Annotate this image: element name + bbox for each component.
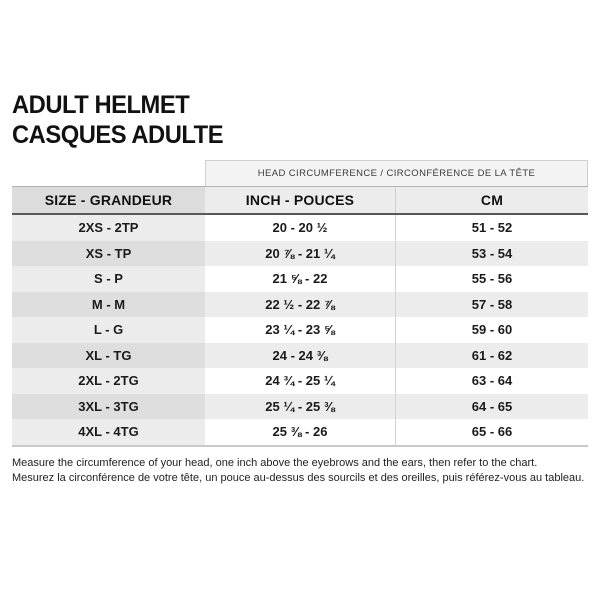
page-title-line2: CASQUES ADULTE <box>12 121 224 149</box>
measure-instructions: Measure the circumference of your head, … <box>12 456 588 485</box>
table-row: 2XL - 2TG 24 ¾ - 25 ¼ 63 - 64 <box>12 368 588 394</box>
inch-cell: 22 ½ - 22 ⅞ <box>205 291 396 317</box>
table-row: XS - TP 20 ⅞ - 21 ¼ 53 - 54 <box>12 240 588 266</box>
measure-instructions-en: Measure the circumference of your head, … <box>12 457 538 469</box>
cm-cell: 61 - 62 <box>396 342 588 368</box>
inch-cell: 23 ¼ - 23 ⅝ <box>205 317 396 343</box>
page-title-line1: ADULT HELMET <box>12 91 190 119</box>
table-row: M - M 22 ½ - 22 ⅞ 57 - 58 <box>12 291 588 317</box>
size-cell: XS - TP <box>12 240 205 266</box>
cm-cell: 64 - 65 <box>396 393 588 419</box>
size-cell: L - G <box>12 317 205 343</box>
inch-cell: 20 - 20 ½ <box>205 215 396 241</box>
table-row: L - G 23 ¼ - 23 ⅝ 59 - 60 <box>12 317 588 343</box>
inch-cell: 20 ⅞ - 21 ¼ <box>205 240 396 266</box>
size-cell: 3XL - 3TG <box>12 393 205 419</box>
table-header-row: SIZE - GRANDEUR INCH - POUCES CM <box>12 186 588 215</box>
cm-cell: 65 - 66 <box>396 419 588 445</box>
size-cell: 2XS - 2TP <box>12 215 205 241</box>
size-cell: 4XL - 4TG <box>12 419 205 445</box>
size-cell: 2XL - 2TG <box>12 368 205 394</box>
column-header-size: SIZE - GRANDEUR <box>12 187 205 213</box>
inch-cell: 25 ¼ - 25 ⅜ <box>205 393 396 419</box>
inch-cell: 21 ⅝ - 22 <box>205 266 396 292</box>
cm-cell: 55 - 56 <box>396 266 588 292</box>
inch-cell: 25 ⅜ - 26 <box>205 419 396 445</box>
table-row: XL - TG 24 - 24 ⅜ 61 - 62 <box>12 342 588 368</box>
cm-cell: 51 - 52 <box>396 215 588 241</box>
size-cell: M - M <box>12 291 205 317</box>
size-cell: S - P <box>12 266 205 292</box>
column-header-cm: CM <box>396 187 588 213</box>
cm-cell: 59 - 60 <box>396 317 588 343</box>
inch-cell: 24 - 24 ⅜ <box>205 342 396 368</box>
inch-cell: 24 ¾ - 25 ¼ <box>205 368 396 394</box>
table-row: 3XL - 3TG 25 ¼ - 25 ⅜ 64 - 65 <box>12 393 588 419</box>
head-circumference-label: HEAD CIRCUMFERENCE / CIRCONFÉRENCE DE LA… <box>257 168 536 179</box>
table-body: 2XS - 2TP 20 - 20 ½ 51 - 52 XS - TP 20 ⅞… <box>12 215 588 447</box>
size-cell: XL - TG <box>12 342 205 368</box>
cm-cell: 63 - 64 <box>396 368 588 394</box>
column-header-inch: INCH - POUCES <box>205 187 396 213</box>
cm-cell: 57 - 58 <box>396 291 588 317</box>
head-circumference-band: HEAD CIRCUMFERENCE / CIRCONFÉRENCE DE LA… <box>205 160 588 186</box>
page-title: ADULT HELMET CASQUES ADULTE <box>12 90 224 150</box>
cm-cell: 53 - 54 <box>396 240 588 266</box>
table-row: S - P 21 ⅝ - 22 55 - 56 <box>12 266 588 292</box>
table-row: 4XL - 4TG 25 ⅜ - 26 65 - 66 <box>12 419 588 445</box>
measure-instructions-fr: Mesurez la circonférence de votre tête, … <box>12 471 585 484</box>
table-row: 2XS - 2TP 20 - 20 ½ 51 - 52 <box>12 215 588 241</box>
